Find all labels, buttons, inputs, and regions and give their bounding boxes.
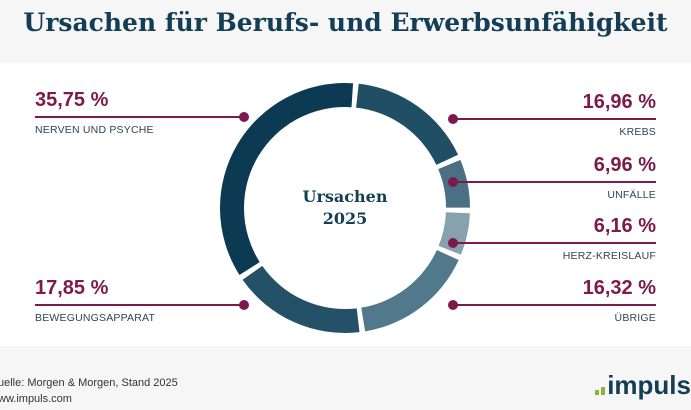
center-line-1: Ursachen	[302, 187, 388, 206]
logo-text: impuls	[607, 370, 691, 400]
page-title: Ursachen für Berufs- und Erwerbsunfähigk…	[23, 8, 668, 37]
label-krebs: 16,96 % KREBS	[448, 90, 656, 138]
category-label: HERZ-KREISLAUF	[562, 249, 656, 262]
leader-line	[448, 114, 656, 124]
data-label-value: 6,16 %	[593, 215, 656, 237]
leader-dot	[239, 300, 249, 310]
source-text: uelle: Morgen & Morgen, Stand 2025	[0, 377, 178, 389]
data-label-value: 17,85 %	[35, 277, 109, 299]
leader-dot	[448, 114, 458, 124]
category-label: KREBS	[619, 125, 656, 138]
data-label-value: 35,75 %	[35, 89, 109, 111]
data-label-value: 6,96 %	[593, 154, 656, 176]
category-label: BEWEGUNGSAPPARAT	[35, 311, 156, 324]
data-label-value: 16,96 %	[582, 91, 656, 113]
website-link[interactable]: ww.impuls.com	[0, 393, 72, 405]
leader-line	[35, 112, 249, 122]
leader-line	[448, 177, 656, 187]
leader-dot	[448, 177, 458, 187]
label-bewegungsapparat: 17,85 % BEWEGUNGSAPPARAT	[35, 276, 249, 324]
donut-segment-nerven-und-psyche	[220, 83, 354, 275]
leader-line	[35, 300, 249, 310]
leader-line	[448, 300, 656, 310]
data-label-value: 16,32 %	[582, 277, 656, 299]
donut-segment-bewegungsapparat	[242, 265, 360, 334]
donut-center-label: Ursachen 2025	[265, 186, 425, 230]
footer-source: uelle: Morgen & Morgen, Stand 2025 ww.im…	[0, 375, 178, 407]
leader-line	[448, 238, 656, 248]
category-label: UNFÄLLE	[607, 188, 656, 201]
center-line-2: 2025	[322, 209, 368, 228]
donut-segment-übrige	[361, 250, 459, 332]
donut-segment-krebs	[356, 83, 459, 165]
label-uebrige: 16,32 % ÜBRIGE	[448, 276, 656, 324]
label-nerven-und-psyche: 35,75 % NERVEN UND PSYCHE	[35, 88, 249, 136]
impuls-logo: impuls	[595, 370, 691, 401]
leader-dot	[448, 300, 458, 310]
chart-panel	[0, 63, 691, 346]
category-label: NERVEN UND PSYCHE	[35, 123, 154, 136]
donut-segment-herz-kreislauf	[438, 212, 470, 255]
category-label: ÜBRIGE	[614, 311, 656, 324]
logo-bars-icon	[595, 387, 606, 395]
label-herz-kreislauf: 6,16 % HERZ-KREISLAUF	[448, 214, 656, 262]
label-unfaelle: 6,96 % UNFÄLLE	[448, 153, 656, 201]
leader-dot	[448, 238, 458, 248]
leader-dot	[239, 112, 249, 122]
